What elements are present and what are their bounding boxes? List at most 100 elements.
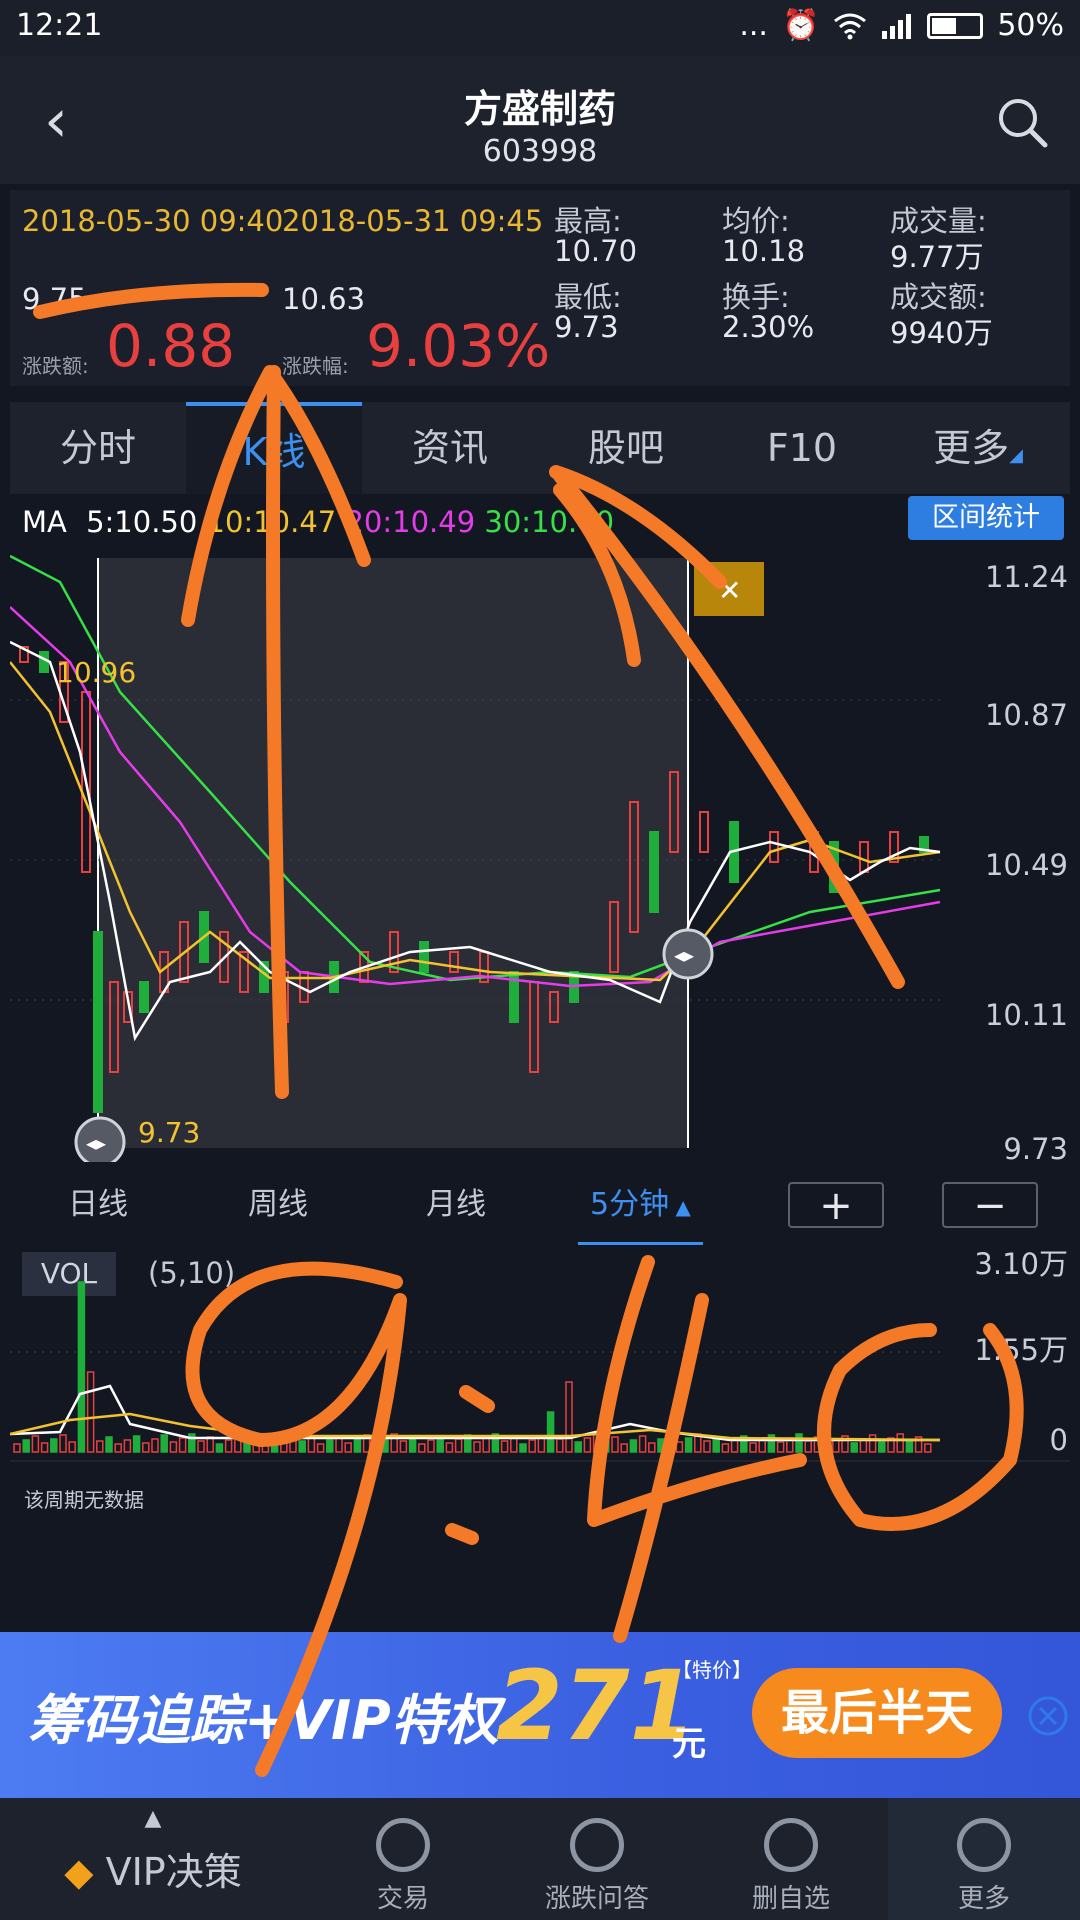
banner-text: 筹码追踪+VIP特权: [28, 1689, 499, 1752]
volume-bar: [776, 1441, 785, 1453]
nav-trade[interactable]: 交易: [306, 1798, 500, 1920]
ma-label: MA: [22, 505, 67, 539]
volume-bar: [482, 1437, 490, 1453]
selection-range: [98, 558, 688, 1148]
volume-bar: [445, 1442, 454, 1453]
period-week[interactable]: 周线: [248, 1187, 308, 1222]
nav-more-label: 更多: [957, 1884, 1010, 1914]
volume-bars: [13, 1281, 932, 1453]
wifi-icon: [834, 13, 867, 39]
volume-bar: [804, 1440, 812, 1453]
tab-more[interactable]: 更多◢: [890, 402, 1066, 494]
promo-banner[interactable]: 筹码追踪+VIP特权 271 【特价】 元 最后半天: [0, 1632, 1080, 1798]
close-range-button[interactable]: ✕: [694, 562, 764, 616]
tab-intraday[interactable]: 分时: [59, 426, 136, 470]
volume-bar: [13, 1443, 21, 1453]
handle-arrows-icon: ◂▸: [674, 943, 694, 967]
period-month[interactable]: 月线: [426, 1187, 486, 1222]
volume-bar: [418, 1443, 426, 1453]
volume-bar: [473, 1441, 481, 1453]
nav-trade-label: 交易: [376, 1884, 429, 1914]
banner-unit: 元: [672, 1724, 706, 1764]
nav-qa[interactable]: 涨跌问答: [500, 1798, 694, 1920]
volume-bar: [372, 1441, 380, 1453]
period-5min[interactable]: 5分钟 ▲: [578, 1168, 703, 1245]
ma20-value: 20:10.49: [345, 505, 476, 539]
tab-kline[interactable]: K线: [186, 402, 362, 494]
stat-low-value: 9.73: [554, 310, 619, 344]
price-grid: [10, 699, 940, 1001]
tab-forum[interactable]: 股吧: [587, 426, 664, 470]
vol-ma5-line: [10, 1384, 940, 1442]
kline-chart[interactable]: 10.96 9.73 ◂▸ ◂▸ ✕ 11.24 10.87 10.49 10.…: [10, 552, 1070, 1162]
volume-bar: [50, 1438, 58, 1453]
volume-bar: [123, 1439, 132, 1453]
zoom-in-button[interactable]: +: [788, 1182, 884, 1228]
stat-low-label: 最低:: [554, 280, 622, 314]
stat-high-value: 10.70: [554, 234, 638, 268]
volume-bar: [151, 1438, 159, 1453]
banner-close-icon[interactable]: [1026, 1694, 1070, 1738]
zoom-out-button[interactable]: −: [942, 1182, 1038, 1228]
caret-up-icon: ▲: [669, 1195, 691, 1219]
more-circle-icon: [957, 1818, 1011, 1872]
candle: [649, 831, 659, 913]
refresh-icon: [376, 1818, 430, 1872]
banner-cta-button[interactable]: 最后半天: [752, 1668, 1002, 1758]
volume-bar: [546, 1411, 555, 1453]
stat-high-label: 最高:: [554, 204, 622, 238]
volume-bar: [169, 1441, 178, 1453]
candle: [419, 941, 429, 973]
volume-bar: [878, 1441, 886, 1453]
range-stat-button[interactable]: 区间统计: [908, 496, 1064, 540]
tab-news[interactable]: 资讯: [411, 426, 488, 470]
tab-f10[interactable]: F10: [766, 426, 838, 470]
volume-bar: [96, 1440, 104, 1453]
price-axis-label: 10.11: [985, 998, 1068, 1032]
nav-more[interactable]: 更多: [888, 1798, 1080, 1920]
candle: [699, 811, 709, 853]
volume-bar: [353, 1438, 362, 1453]
volume-bar: [611, 1436, 619, 1453]
volume-bar: [344, 1442, 352, 1453]
price-axis-label: 10.49: [985, 848, 1068, 882]
change-value: 0.88: [106, 312, 236, 380]
volume-bar: [68, 1441, 76, 1453]
nav-remove-watchlist[interactable]: 删自选: [694, 1798, 888, 1920]
volume-bar: [565, 1381, 573, 1453]
candle: [139, 981, 149, 1013]
volume-bar: [316, 1443, 325, 1453]
volume-bar: [657, 1438, 665, 1453]
search-icon[interactable]: [994, 94, 1050, 150]
range-start-handle[interactable]: ◂▸: [74, 1116, 126, 1162]
volume-tag[interactable]: VOL: [22, 1252, 116, 1296]
volume-bar: [40, 1442, 49, 1453]
volume-bar: [648, 1442, 656, 1453]
stock-name: 方盛制药: [463, 87, 616, 131]
volume-bar: [298, 1440, 306, 1453]
nav-vip-label: VIP决策: [105, 1850, 242, 1894]
period-day[interactable]: 日线: [68, 1187, 128, 1222]
candle: [769, 831, 779, 863]
volume-bar: [105, 1436, 113, 1453]
volume-bar: [749, 1442, 757, 1453]
battery-icon: [927, 12, 984, 39]
volume-bar: [675, 1441, 684, 1453]
volume-bar: [270, 1441, 279, 1453]
range-end-handle[interactable]: ◂▸: [662, 928, 714, 980]
volume-bar: [666, 1434, 674, 1453]
signal-icon: [882, 13, 912, 39]
candle: [859, 841, 869, 873]
ma10-value: 10:10.47: [206, 505, 337, 539]
nav-vip[interactable]: ▲ ◆ VIP决策: [0, 1798, 306, 1920]
candle: [449, 951, 459, 973]
stat-turnover-label: 换手:: [722, 280, 790, 314]
period-bar: 日线 周线 月线 5分钟 ▲ + −: [10, 1168, 1070, 1245]
banner-price: 271: [496, 1650, 697, 1762]
stat-turnover-value: 2.30%: [722, 310, 815, 344]
price-axis-label: 11.24: [985, 560, 1068, 594]
tab-more-label: 更多: [933, 426, 1010, 470]
stat-avg-value: 10.18: [722, 234, 806, 268]
back-icon[interactable]: ‹: [44, 86, 68, 156]
volume-bar: [326, 1439, 334, 1453]
